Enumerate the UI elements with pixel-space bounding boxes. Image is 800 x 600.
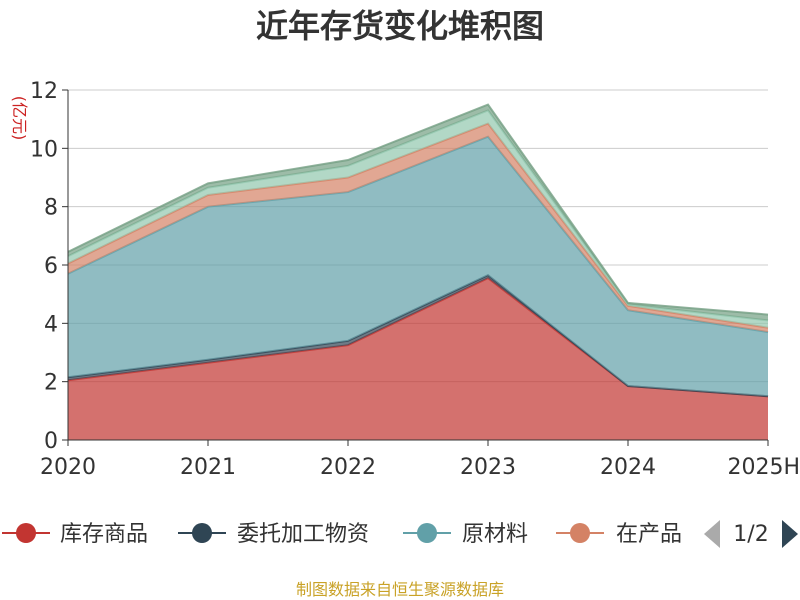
x-tick-label: 2021 [180, 455, 236, 480]
x-tick-label: 2025H [727, 455, 800, 480]
y-tick-label: 8 [44, 196, 58, 221]
y-tick-label: 6 [44, 254, 58, 279]
data-source-note: 制图数据来自恒生聚源数据库 [296, 580, 504, 599]
legend-label: 库存商品 [60, 522, 148, 547]
y-tick-label: 4 [44, 312, 58, 337]
x-tick-label: 2022 [320, 455, 376, 480]
y-tick-label: 2 [44, 371, 58, 396]
area-series-2 [68, 136, 768, 397]
legend-item-work-in-progress[interactable]: 在产品 [556, 522, 682, 547]
legend[interactable]: 库存商品 委托加工物资 原材料 在产品 1/2 [2, 512, 798, 554]
y-tick-label: 12 [30, 79, 58, 104]
legend-label: 原材料 [462, 522, 528, 547]
y-tick-label: 10 [30, 137, 58, 162]
legend-label: 委托加工物资 [237, 522, 369, 547]
legend-item-inventory-goods[interactable]: 库存商品 [2, 522, 148, 547]
x-tick-label: 2024 [600, 455, 656, 480]
series-line-3 [67, 122, 769, 329]
x-tick-label: 2020 [40, 455, 96, 480]
y-axis-unit-label: (亿元) [10, 96, 29, 141]
legend-marker-icon [417, 523, 437, 543]
legend-marker-icon [16, 523, 36, 543]
y-axis-ticks: 0 2 4 6 8 10 12 [30, 79, 68, 454]
legend-marker-icon [570, 523, 590, 543]
legend-marker-icon [192, 523, 212, 543]
legend-label: 在产品 [616, 522, 682, 547]
series-line-5 [67, 103, 769, 316]
legend-page-indicator: 1/2 [733, 522, 768, 547]
legend-prev-page-icon[interactable] [704, 520, 720, 548]
legend-next-page-icon[interactable] [782, 520, 798, 548]
area-series [67, 103, 769, 440]
legend-fade-mask [684, 512, 698, 554]
legend-item-outsourced-materials[interactable]: 委托加工物资 [178, 522, 369, 547]
chart-title: 近年存货变化堆积图 [256, 7, 544, 45]
x-axis-ticks: 2020 2021 2022 2023 2024 2025H [40, 440, 800, 480]
area-series-0 [68, 278, 768, 440]
y-tick-label: 0 [44, 429, 58, 454]
x-tick-label: 2023 [460, 455, 516, 480]
legend-item-raw-materials[interactable]: 原材料 [403, 522, 528, 547]
